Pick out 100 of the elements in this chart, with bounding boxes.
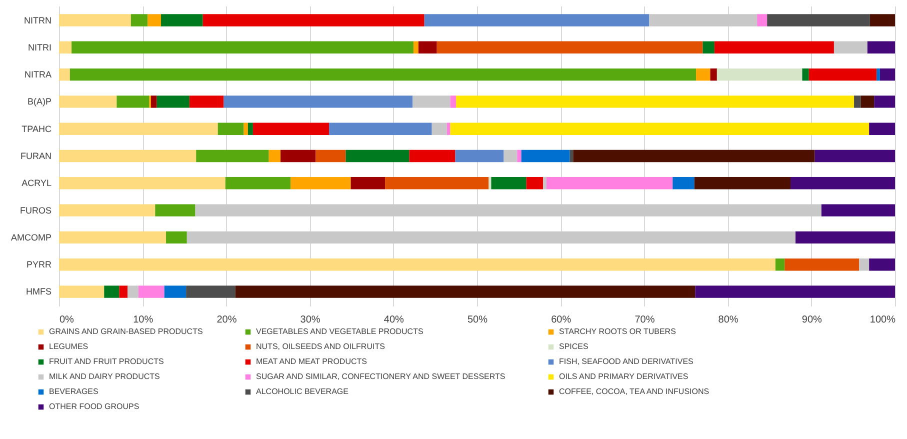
legend-label: ALCOHOLIC BEVERAGE — [256, 387, 348, 396]
legend-label: SUGAR AND SIMILAR, CONFECTIONERY AND SWEET DESSERTS — [256, 372, 506, 381]
bar — [252, 122, 330, 135]
x-tick-label: 90% — [802, 314, 822, 326]
bar — [130, 14, 148, 26]
bar — [418, 41, 437, 54]
bar — [694, 177, 790, 190]
bar — [72, 41, 414, 54]
bar — [218, 122, 244, 135]
x-tick-label: 50% — [467, 314, 488, 326]
bar — [757, 14, 768, 26]
bar — [59, 41, 72, 54]
bar — [316, 150, 346, 162]
bar — [59, 258, 776, 271]
bar — [138, 286, 164, 298]
bar — [150, 96, 157, 108]
bar — [874, 96, 895, 108]
bar — [59, 122, 218, 135]
bar — [450, 122, 870, 135]
y-tick-label: PYRR — [26, 260, 52, 270]
legend-label: NUTS, OILSEEDS AND OILFRUITS — [256, 342, 385, 351]
bar — [521, 150, 570, 162]
bar — [767, 14, 870, 26]
y-tick-label: FUROS — [20, 205, 52, 216]
bar — [796, 231, 895, 244]
legend-label: VEGETABLES AND VEGETABLE PRODUCTS — [256, 327, 424, 336]
bar — [280, 150, 316, 162]
y-tick-label: AMCOMP — [11, 232, 52, 242]
x-tick-label: 70% — [634, 314, 655, 326]
bar — [59, 96, 117, 108]
bar — [155, 204, 196, 216]
bar — [702, 41, 714, 54]
x-tick-label: 40% — [384, 314, 404, 326]
bar — [869, 122, 895, 135]
y-tick-label: HMFS — [26, 286, 52, 297]
legend-label: LEGUMES — [49, 342, 88, 351]
bar — [517, 150, 522, 162]
y-tick-label: NITRN — [24, 15, 52, 26]
bar — [876, 68, 880, 81]
bar — [70, 68, 696, 81]
legend-label: OTHER FOOD GROUPS — [49, 402, 140, 411]
bar — [202, 14, 424, 26]
legend-label: OILS AND PRIMARY DERIVATIVES — [559, 372, 688, 381]
bar — [695, 286, 895, 298]
bar — [59, 177, 226, 190]
bar — [329, 122, 432, 135]
x-tick-label: 10% — [133, 314, 154, 326]
bar — [156, 96, 190, 108]
legend-label: COFFEE, COCOA, TEA AND INFUSIONS — [559, 387, 710, 396]
y-tick-label: NITRI — [28, 42, 52, 52]
bar — [248, 122, 253, 135]
bar — [491, 177, 526, 190]
bar — [189, 96, 224, 108]
y-tick-label: ACRYL — [22, 178, 52, 188]
y-tick-label: TPAHC — [22, 124, 52, 134]
legend-label: FISH, SEAFOOD AND DERIVATIVES — [559, 357, 694, 366]
legend-label: STARCHY ROOTS OR TUBERS — [559, 327, 676, 336]
bar — [413, 41, 418, 54]
legend-label: SPICES — [559, 342, 588, 351]
bar — [546, 177, 673, 190]
bar — [649, 14, 758, 26]
bar — [235, 286, 696, 298]
bar — [488, 177, 492, 190]
x-tick-label: 30% — [300, 314, 320, 326]
bar — [716, 68, 802, 81]
bar — [160, 14, 203, 26]
legend-label: FRUIT AND FRUIT PRODUCTS — [49, 357, 164, 366]
bar — [696, 68, 710, 81]
bar — [196, 150, 269, 162]
bar — [119, 286, 128, 298]
bar — [412, 96, 450, 108]
bar — [802, 68, 809, 81]
bar — [573, 150, 815, 162]
bar — [224, 96, 413, 108]
bar — [456, 96, 854, 108]
bar — [432, 122, 447, 135]
bar — [164, 286, 186, 298]
bar — [710, 68, 717, 81]
bar — [867, 41, 895, 54]
bar — [128, 286, 138, 298]
bar — [268, 150, 281, 162]
bar — [424, 14, 650, 26]
bar — [59, 68, 70, 81]
bar — [409, 150, 456, 162]
bar — [186, 286, 236, 298]
bar — [166, 231, 187, 244]
bar — [59, 14, 131, 26]
bar — [714, 41, 834, 54]
x-tick-label: 80% — [718, 314, 738, 326]
bar — [504, 150, 518, 162]
bar — [346, 150, 410, 162]
bar — [186, 231, 796, 244]
x-tick-label: 60% — [551, 314, 572, 326]
bar — [59, 231, 166, 244]
bar — [59, 150, 196, 162]
bar — [869, 258, 895, 271]
bar — [148, 14, 161, 26]
bar — [543, 177, 546, 190]
y-tick-label: B(A)P — [27, 96, 52, 107]
bar — [350, 177, 386, 190]
